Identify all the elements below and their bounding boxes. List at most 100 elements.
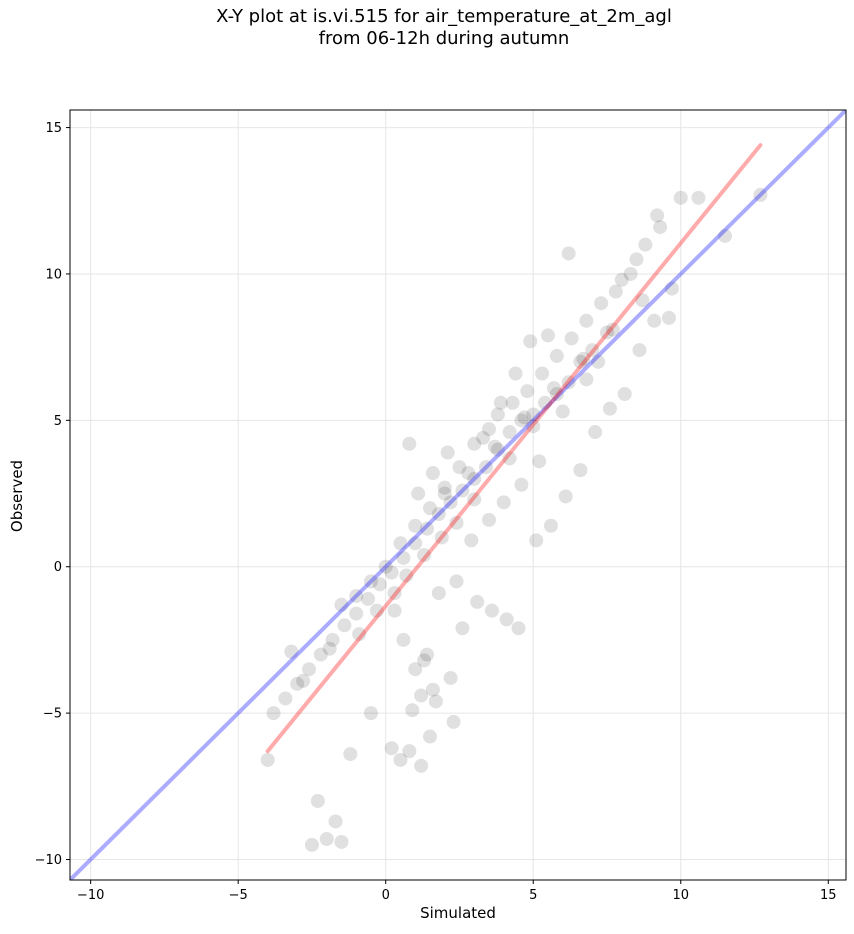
- data-point: [467, 492, 482, 507]
- data-point: [452, 460, 467, 475]
- data-point: [417, 548, 432, 563]
- fit-line: [265, 143, 763, 754]
- data-point: [538, 395, 553, 410]
- data-point: [414, 758, 429, 773]
- x-tick-label: 5: [529, 888, 537, 903]
- data-point: [422, 729, 437, 744]
- data-point: [387, 603, 402, 618]
- data-point: [532, 454, 547, 469]
- data-point: [260, 752, 275, 767]
- data-point: [573, 463, 588, 478]
- data-point: [561, 375, 576, 390]
- data-point: [549, 348, 564, 363]
- data-point: [650, 208, 665, 223]
- y-axis-ticks: −10 −5 0 5 10 15: [35, 121, 70, 868]
- x-tick-label: 0: [382, 888, 390, 903]
- data-point: [517, 410, 532, 425]
- data-point: [467, 471, 482, 486]
- x-axis-label: Simulated: [420, 904, 496, 922]
- data-point: [502, 425, 517, 440]
- data-point: [502, 451, 517, 466]
- y-tick-label: 0: [54, 560, 62, 575]
- data-point: [467, 436, 482, 451]
- data-point: [440, 445, 455, 460]
- data-point: [579, 372, 594, 387]
- data-point: [422, 501, 437, 516]
- data-point: [511, 621, 526, 636]
- data-point: [449, 574, 464, 589]
- data-point: [487, 439, 502, 454]
- data-point: [505, 395, 520, 410]
- x-tick-label: −10: [77, 888, 104, 903]
- data-point: [753, 187, 768, 202]
- data-point: [673, 190, 688, 205]
- data-point: [284, 644, 299, 659]
- data-point: [508, 366, 523, 381]
- x-tick-label: 15: [820, 888, 837, 903]
- data-point: [549, 386, 564, 401]
- data-point: [564, 331, 579, 346]
- data-point: [325, 632, 340, 647]
- data-point: [310, 793, 325, 808]
- data-point: [514, 477, 529, 492]
- data-point: [526, 419, 541, 434]
- data-point: [629, 252, 644, 267]
- plot-area-background: [70, 110, 846, 880]
- data-point: [396, 550, 411, 565]
- data-point: [585, 343, 600, 358]
- data-point: [455, 483, 470, 498]
- data-point: [476, 430, 491, 445]
- data-point: [266, 706, 281, 721]
- data-point: [499, 612, 514, 627]
- data-point: [591, 354, 606, 369]
- data-point: [605, 322, 620, 337]
- chart-title-line-2: from 06-12h during autumn: [318, 28, 570, 49]
- data-point: [393, 536, 408, 551]
- data-point: [481, 512, 496, 527]
- data-point: [363, 574, 378, 589]
- data-point: [490, 407, 505, 422]
- data-point: [664, 281, 679, 296]
- data-point: [540, 328, 555, 343]
- data-point: [434, 530, 449, 545]
- data-point: [431, 586, 446, 601]
- data-point: [632, 343, 647, 358]
- data-point: [387, 586, 402, 601]
- data-point: [425, 466, 440, 481]
- data-point: [393, 752, 408, 767]
- plot-frame: [69, 109, 847, 881]
- y-tick-label: 5: [54, 414, 62, 429]
- data-point: [428, 694, 443, 709]
- data-point: [718, 228, 733, 243]
- data-point: [414, 688, 429, 703]
- data-point: [614, 272, 629, 287]
- data-point: [653, 220, 668, 235]
- data-point: [372, 577, 387, 592]
- data-point: [402, 436, 417, 451]
- data-point: [594, 296, 609, 311]
- data-point: [446, 714, 461, 729]
- data-point: [334, 834, 349, 849]
- data-point: [417, 653, 432, 668]
- data-point: [361, 591, 376, 606]
- data-point: [349, 589, 364, 604]
- y-tick-label: 10: [45, 267, 62, 282]
- data-point: [384, 565, 399, 580]
- data-point: [334, 597, 349, 612]
- data-point: [647, 313, 662, 328]
- data-point: [378, 559, 393, 574]
- data-point: [322, 641, 337, 656]
- data-point: [328, 814, 343, 829]
- data-point: [290, 676, 305, 691]
- y-axis-label: Observed: [8, 459, 26, 533]
- data-point: [623, 266, 638, 281]
- data-point: [296, 673, 311, 688]
- data-point: [464, 533, 479, 548]
- data-point: [402, 744, 417, 759]
- data-point: [301, 662, 316, 677]
- data-point: [431, 507, 446, 522]
- data-point: [638, 237, 653, 252]
- data-point: [555, 404, 570, 419]
- data-point: [514, 413, 529, 428]
- data-point: [278, 691, 293, 706]
